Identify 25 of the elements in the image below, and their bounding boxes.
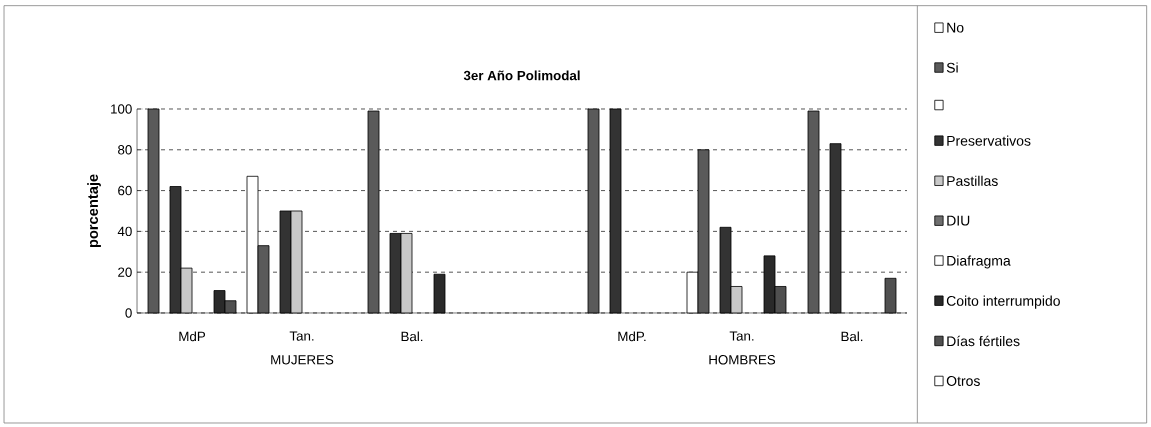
legend-label: Si <box>946 62 958 73</box>
legend-label: Diafragma <box>947 255 1011 269</box>
chart-title: 3er Año Polimodal <box>463 70 580 81</box>
legend-label: Preservativos <box>947 135 1031 146</box>
y-tick-label: 60 <box>118 185 132 196</box>
x-tick-label: Tan. <box>289 331 314 341</box>
legend-label: Días fértiles <box>947 335 1020 347</box>
legend-label: Pastillas <box>947 175 998 186</box>
x-tick-label: Tan. <box>729 331 754 341</box>
legend-label: DIU <box>947 215 970 226</box>
y-tick-label: 20 <box>118 267 132 277</box>
x-tick-label: Bal. <box>841 331 863 342</box>
y-tick-label: 40 <box>117 226 132 237</box>
legend-label: Otros <box>946 376 980 386</box>
y-tick-label: 100 <box>111 104 132 114</box>
legend-label: Coito interrumpido <box>946 295 1060 309</box>
text: MUJERES <box>271 355 334 365</box>
y-tick-label: 0 <box>125 308 132 318</box>
x-tick-label: MdP <box>179 331 206 342</box>
x-tick-label: MdP. <box>618 331 646 342</box>
y-axis-title: porcentaje <box>87 174 101 248</box>
x-tick-label: Bal. <box>401 331 423 342</box>
y-tick-label: 80 <box>118 145 132 155</box>
legend-label: No <box>947 22 964 33</box>
text: HOMBRES <box>709 355 776 365</box>
